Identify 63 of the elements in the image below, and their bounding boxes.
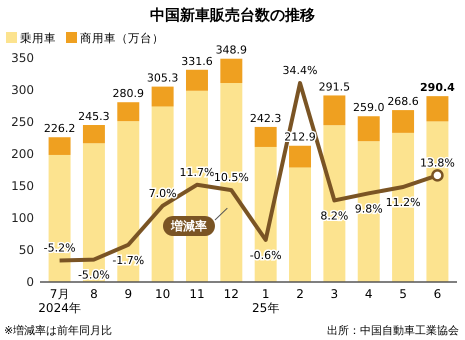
x-tick-label: 2 <box>296 287 304 301</box>
data-label: -5.0% <box>78 268 110 282</box>
bar <box>289 167 312 282</box>
x-tick-label: 3 <box>330 287 338 301</box>
x-tick-label: 5 <box>399 287 407 301</box>
total-label: 290.4 <box>420 81 456 94</box>
bar <box>82 125 105 144</box>
bar <box>426 96 448 122</box>
bar <box>220 58 242 84</box>
x-tick-label: 7月 2024年 <box>38 287 81 315</box>
total-label: 226.2 <box>44 122 76 136</box>
chart-title: 中国新車販売台数の推移 <box>150 6 315 24</box>
data-label: 11.2% <box>386 196 421 210</box>
bar <box>152 86 174 106</box>
data-label: -1.7% <box>112 254 144 267</box>
bar <box>358 116 380 142</box>
x-tick-label: 8 <box>90 287 98 301</box>
bar <box>323 95 346 126</box>
total-label: 348.9 <box>216 44 248 57</box>
total-label: 242.3 <box>250 112 282 125</box>
y-tick-label: 0 <box>26 274 34 289</box>
x-tick-label: 4 <box>364 287 373 301</box>
legend-label: 商用車（万台） <box>80 31 164 45</box>
bar <box>48 137 71 155</box>
data-label: 34.4% <box>282 64 318 78</box>
total-label: 291.5 <box>318 80 350 94</box>
x-tick-label: 1 25年 <box>252 287 280 315</box>
data-label: 9.8% <box>354 202 383 216</box>
total-label: 245.3 <box>78 110 110 124</box>
text: 出所：中国自動車工業協会 <box>327 324 459 337</box>
y-tick-label: 300 <box>11 82 34 97</box>
total-label: 259.0 <box>352 101 384 114</box>
data-label: 8.2% <box>320 209 348 222</box>
y-tick-label: 200 <box>11 146 34 161</box>
total-label: 280.9 <box>112 87 144 100</box>
x-tick-label: 6 <box>434 287 442 301</box>
bar <box>117 102 140 122</box>
total-label: 268.6 <box>387 95 419 108</box>
bar <box>392 110 414 133</box>
x-tick-label: 12 <box>224 287 239 301</box>
x-tick-label: 10 <box>154 287 170 301</box>
y-tick-label: 350 <box>11 50 34 65</box>
data-label: -5.2% <box>44 241 76 254</box>
series-label: 増減率 <box>170 219 207 233</box>
y-tick-label: 50 <box>18 242 34 257</box>
bar <box>254 126 277 147</box>
data-label: 13.8% <box>420 156 455 170</box>
total-label: 305.3 <box>146 72 178 85</box>
y-tick-label: 150 <box>11 178 34 193</box>
data-label: -0.6% <box>250 248 282 262</box>
total-label: 331.6 <box>181 54 213 68</box>
data-label: 11.7% <box>180 166 214 179</box>
bar <box>358 141 380 282</box>
bar <box>289 146 312 168</box>
data-label: 10.5% <box>214 171 249 184</box>
text: ※増減率は前年同月比 <box>4 324 112 337</box>
y-tick-label: 250 <box>11 114 34 129</box>
legend-label: 乗用車 <box>20 31 56 45</box>
data-label: 7.0% <box>148 186 177 200</box>
x-tick-label: 9 <box>124 287 132 301</box>
y-tick-label: 100 <box>11 210 34 225</box>
bar <box>186 70 208 91</box>
x-tick-label: 11 <box>189 287 205 301</box>
